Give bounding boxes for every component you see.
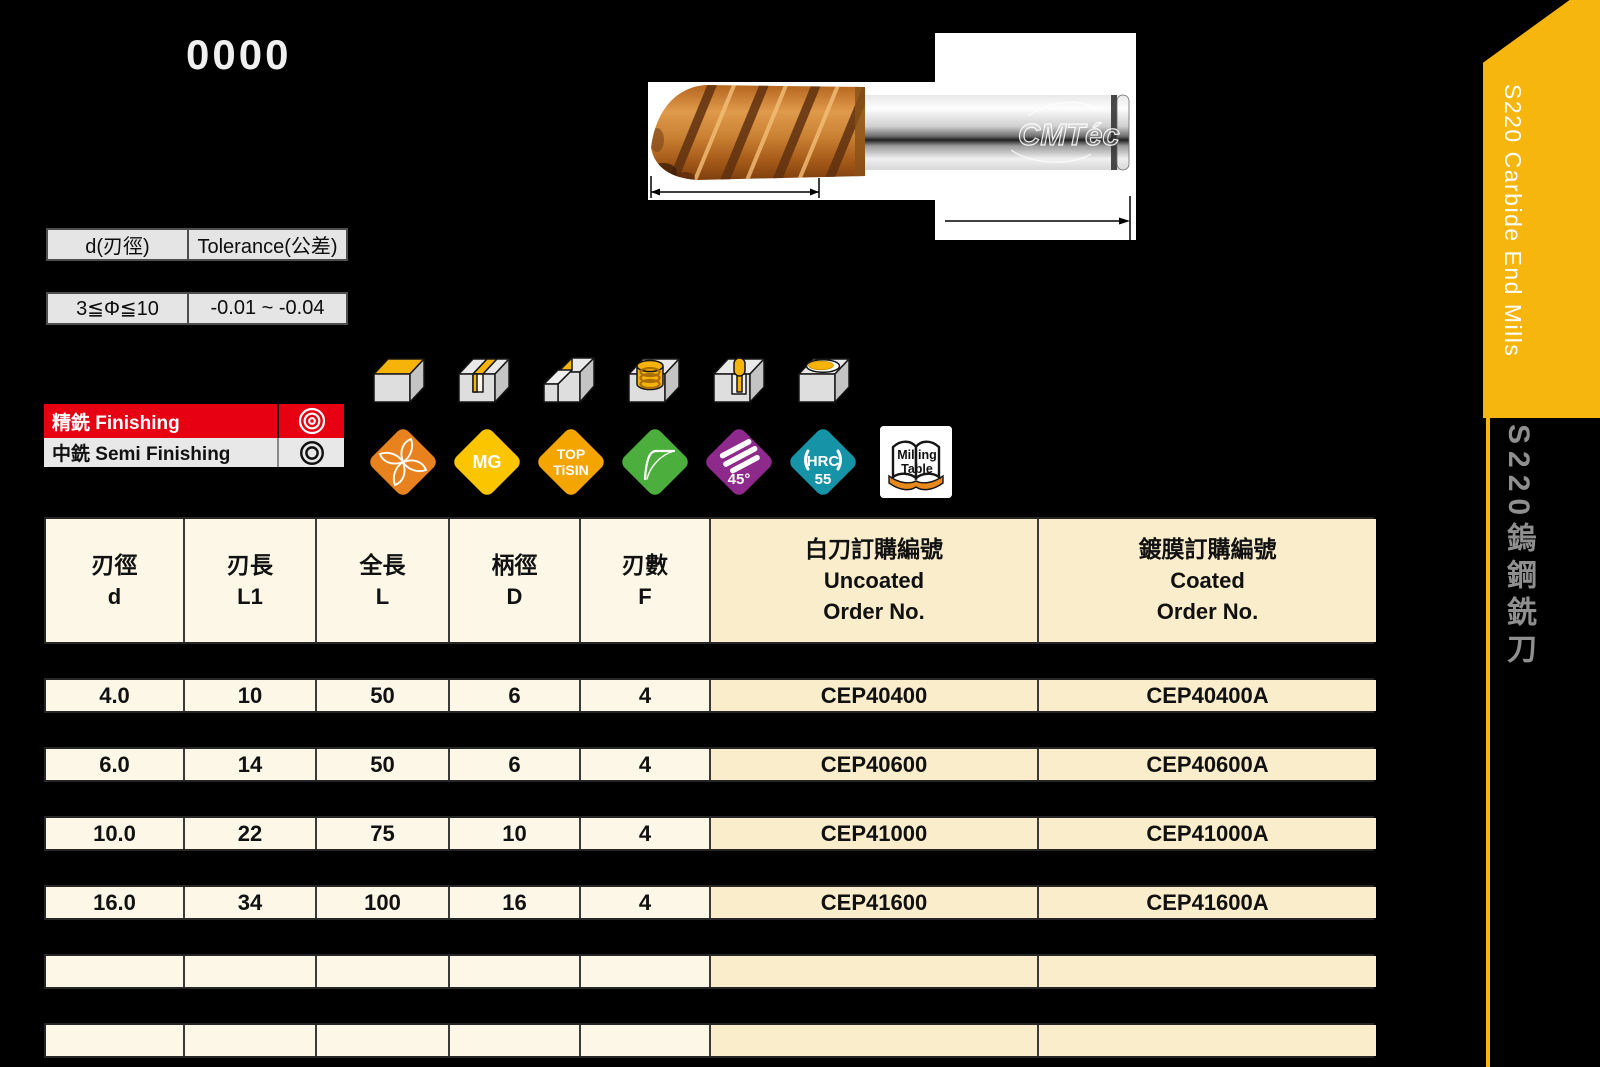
svg-text:Table: Table bbox=[901, 462, 933, 476]
tolerance-header-d: d(刃徑) bbox=[85, 236, 150, 258]
tolerance-header-tol: Tolerance(公差) bbox=[187, 230, 346, 259]
legend-label: 精銑 Finishing bbox=[52, 412, 180, 434]
legend-row-finishing: 精銑 Finishing bbox=[44, 404, 344, 438]
brand-watermark: CMTéc bbox=[1010, 101, 1120, 163]
tolerance-header-row: d(刃徑) Tolerance(公差) bbox=[46, 228, 348, 261]
mg-icon: MG bbox=[454, 429, 520, 495]
slot-milling-icon bbox=[458, 358, 510, 403]
corner-profile-icon bbox=[622, 429, 688, 495]
endmill-cross-section-icon bbox=[370, 429, 436, 495]
table-row: 16.0 34 100 16 4 CEP41600 CEP41600A bbox=[44, 885, 1376, 920]
legend-row-semi-finishing: 中銑 Semi Finishing bbox=[44, 438, 344, 467]
header-overall-length: 全長 L bbox=[315, 519, 448, 642]
header-uncoated-order-no: 白刀訂購編號 Uncoated Order No. bbox=[709, 519, 1037, 642]
application-icons bbox=[368, 350, 855, 410]
table-row: 4.0 10 50 6 4 CEP40400 CEP40400A bbox=[44, 678, 1376, 713]
svg-text:TiSIN: TiSIN bbox=[553, 462, 589, 478]
tolerance-table: d(刃徑) Tolerance(公差) 3≦Φ≦10 -0.01 ~ -0.04 bbox=[46, 228, 348, 325]
product-photo: CMTéc bbox=[648, 33, 1136, 240]
face-milling-icon bbox=[373, 358, 425, 403]
endmill-flutes bbox=[651, 85, 865, 180]
helix-45-icon: 45° bbox=[706, 429, 772, 495]
double-circle-icon bbox=[277, 438, 344, 467]
helical-milling-icon bbox=[628, 358, 680, 403]
dimension-lines bbox=[650, 176, 1131, 240]
plunge-milling-icon bbox=[713, 357, 765, 403]
header-coated-order-no: 鍍膜訂購編號 Coated Order No. bbox=[1037, 519, 1376, 642]
header-shank-diameter: 柄徑 D bbox=[448, 519, 579, 642]
hrc-55-icon: HRC 55 bbox=[790, 429, 856, 495]
watermark-text: CMTéc bbox=[1018, 117, 1120, 152]
svg-text:55: 55 bbox=[815, 471, 832, 488]
finishing-legend: 精銑 Finishing 中銑 Semi Finishing bbox=[44, 404, 344, 467]
dimension-arrows bbox=[651, 188, 1130, 225]
sidebar-accent-line bbox=[1486, 418, 1490, 1067]
product-table: 刃徑 d 刃長 L1 全長 L 柄徑 D 刃數 F 白刀訂購編號 Uncoated Order… bbox=[44, 517, 1376, 1058]
product-table-header: 刃徑 d 刃長 L1 全長 L 柄徑 D 刃數 F 白刀訂購編號 Uncoated Order… bbox=[44, 517, 1376, 644]
table-row: 6.0 14 50 6 4 CEP40600 CEP40600A bbox=[44, 747, 1376, 782]
table-row-empty bbox=[44, 954, 1376, 989]
shoulder-milling-icon bbox=[543, 357, 595, 403]
svg-text:TOP: TOP bbox=[557, 446, 586, 462]
page-code: 0000 bbox=[186, 31, 292, 78]
tolerance-value: -0.01 ~ -0.04 bbox=[187, 294, 346, 323]
tolerance-value-row: 3≦Φ≦10 -0.01 ~ -0.04 bbox=[46, 292, 348, 325]
header-flute-length: 刃長 L1 bbox=[183, 519, 315, 642]
svg-text:45°: 45° bbox=[728, 471, 751, 488]
header-flutes: 刃數 F bbox=[579, 519, 709, 642]
table-row: 10.0 22 75 10 4 CEP41000 CEP41000A bbox=[44, 816, 1376, 851]
endmill-shank bbox=[863, 94, 1130, 171]
table-row-empty bbox=[44, 1023, 1376, 1058]
pocket-milling-icon bbox=[798, 358, 850, 403]
svg-text:MG: MG bbox=[473, 452, 502, 472]
feature-icons: MG TOP TiSIN 45° HRC 55 bbox=[364, 424, 952, 500]
sidebar-vertical-title: S220鎢鋼銑刀 bbox=[1502, 424, 1535, 671]
triple-circle-icon bbox=[277, 404, 344, 438]
milling-table-icon: Milling Table bbox=[880, 426, 952, 498]
header-diameter: 刃徑 d bbox=[46, 519, 183, 642]
legend-label: 中銑 Semi Finishing bbox=[52, 444, 231, 465]
sidebar-tab-label: S220 Carbide End Mills bbox=[1500, 84, 1526, 358]
svg-text:Milling: Milling bbox=[897, 448, 937, 462]
tolerance-range: 3≦Φ≦10 bbox=[76, 298, 159, 320]
top-tisin-icon: TOP TiSIN bbox=[538, 429, 604, 495]
sidebar-tab-s220: S220 Carbide End Mills bbox=[1483, 0, 1600, 418]
svg-text:HRC: HRC bbox=[807, 453, 840, 470]
